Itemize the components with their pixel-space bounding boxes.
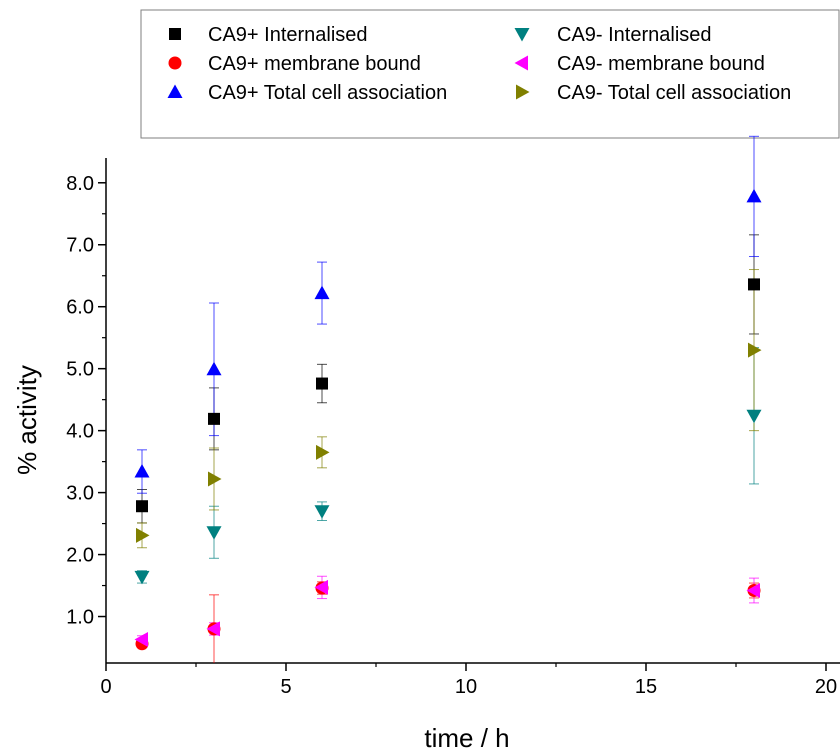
y-tick-label: 8.0 [66, 173, 94, 195]
data-point [208, 412, 220, 425]
x-tick-label: 5 [280, 676, 291, 698]
data-point [134, 464, 150, 478]
y-tick-label: 5.0 [66, 359, 94, 381]
x-tick-label: 15 [635, 676, 657, 698]
legend-marker [169, 28, 181, 40]
y-tick-label: 7.0 [66, 235, 94, 257]
legend-label: CA9- Total cell association [557, 82, 791, 104]
y-axis-title: % activity [12, 365, 42, 475]
legend-marker [514, 28, 530, 42]
data-point [206, 361, 222, 376]
legend-label: CA9- membrane bound [557, 53, 765, 75]
y-tick-label: 1.0 [66, 607, 94, 629]
data-point [748, 278, 760, 291]
x-tick-label: 20 [815, 676, 837, 698]
legend-label: CA9+ Total cell association [208, 82, 447, 104]
x-tick-label: 0 [100, 676, 111, 698]
x-axis-title: time / h [424, 723, 509, 753]
data-point [134, 570, 150, 585]
data-point [136, 500, 148, 513]
y-tick-label: 3.0 [66, 483, 94, 505]
data-point [746, 583, 760, 599]
data-point [316, 377, 328, 390]
legend-marker [167, 84, 183, 98]
plot-area: 0 5 10 15 20 1.0 2.0 3.0 4.0 5.0 6.0 7.0 8.0 [66, 135, 840, 698]
data-point [134, 631, 148, 647]
y-tick-label: 6.0 [66, 297, 94, 319]
legend-marker [516, 84, 530, 100]
data-point [314, 505, 330, 519]
data-point [314, 285, 330, 300]
legend-marker [514, 55, 528, 71]
data-point [748, 342, 762, 358]
data-point [208, 471, 222, 487]
data-point [206, 526, 222, 540]
data-point [314, 579, 328, 595]
legend-label: CA9- Internalised [557, 24, 712, 46]
data-point [746, 409, 762, 424]
y-tick-label: 4.0 [66, 421, 94, 443]
data-point [136, 527, 150, 543]
x-tick-label: 10 [455, 676, 477, 698]
data-point [746, 188, 762, 203]
legend: CA9+ Internalised CA9+ membrane bound CA9+… [140, 9, 840, 139]
legend-box [140, 9, 840, 139]
y-tick-label: 2.0 [66, 545, 94, 567]
data-point [316, 444, 330, 460]
data-point [206, 621, 220, 637]
legend-label: CA9+ membrane bound [208, 53, 421, 75]
legend-label: CA9+ Internalised [208, 24, 368, 46]
legend-marker [168, 56, 182, 70]
